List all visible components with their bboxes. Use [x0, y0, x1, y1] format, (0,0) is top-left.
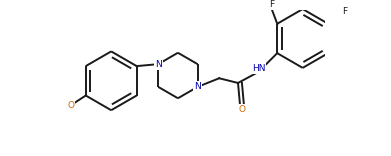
Text: O: O: [239, 105, 246, 114]
Text: N: N: [194, 82, 201, 91]
Text: HN: HN: [252, 64, 265, 73]
Text: O: O: [67, 101, 74, 110]
Text: N: N: [155, 60, 161, 69]
Text: F: F: [269, 0, 274, 9]
Text: F: F: [343, 7, 348, 17]
